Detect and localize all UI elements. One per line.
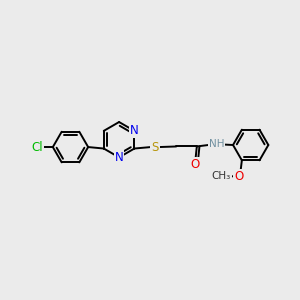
Text: N: N (115, 151, 124, 164)
Text: O: O (191, 158, 200, 171)
Text: NH: NH (209, 140, 225, 149)
Text: CH₃: CH₃ (212, 171, 231, 181)
Text: Cl: Cl (32, 141, 43, 154)
Text: S: S (151, 141, 159, 154)
Text: O: O (234, 170, 244, 183)
Text: N: N (130, 124, 139, 137)
